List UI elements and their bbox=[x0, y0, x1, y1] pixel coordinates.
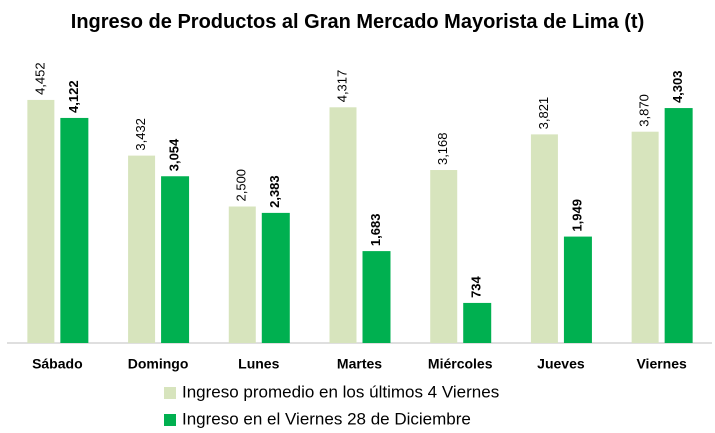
x-tick-label: Sábado bbox=[32, 356, 83, 372]
data-label: 4,452 bbox=[32, 62, 47, 95]
bar bbox=[463, 302, 492, 343]
bar bbox=[161, 176, 190, 343]
data-label: 1,949 bbox=[569, 199, 584, 232]
data-label: 3,432 bbox=[133, 118, 148, 151]
bar bbox=[631, 131, 659, 343]
x-tick-label: Viernes bbox=[636, 356, 687, 372]
bar bbox=[128, 155, 156, 343]
x-tick-label: Domingo bbox=[128, 356, 189, 372]
data-label: 3,168 bbox=[435, 132, 450, 165]
chart-title: Ingreso de Productos al Gran Mercado May… bbox=[70, 11, 645, 33]
data-label: 4,122 bbox=[66, 80, 81, 113]
bar bbox=[362, 251, 391, 343]
data-label: 734 bbox=[469, 275, 484, 297]
data-label: 3,870 bbox=[637, 94, 652, 127]
bar bbox=[261, 212, 290, 343]
legend-swatch bbox=[164, 387, 176, 399]
data-label: 3,054 bbox=[167, 138, 182, 171]
data-label: 4,303 bbox=[670, 71, 685, 104]
bar bbox=[228, 206, 256, 343]
legend-label: Ingreso en el Viernes 28 de Diciembre bbox=[182, 409, 471, 428]
bar bbox=[60, 117, 89, 343]
x-tick-label: Jueves bbox=[537, 356, 585, 372]
data-label: 3,821 bbox=[536, 97, 551, 130]
bar bbox=[430, 170, 458, 343]
data-label: 2,500 bbox=[234, 169, 249, 202]
bar bbox=[27, 99, 55, 343]
bar bbox=[329, 107, 357, 343]
bar bbox=[530, 134, 558, 343]
legend-swatch bbox=[164, 414, 176, 426]
x-tick-label: Lunes bbox=[238, 356, 279, 372]
legend-label: Ingreso promedio en los últimos 4 Vierne… bbox=[182, 382, 499, 401]
data-label: 4,317 bbox=[334, 70, 349, 103]
bar bbox=[664, 108, 693, 343]
x-tick-label: Martes bbox=[337, 356, 382, 372]
data-label: 1,683 bbox=[368, 214, 383, 247]
data-label: 2,383 bbox=[267, 175, 282, 208]
x-tick-label: Miércoles bbox=[428, 356, 493, 372]
bar bbox=[563, 236, 592, 343]
